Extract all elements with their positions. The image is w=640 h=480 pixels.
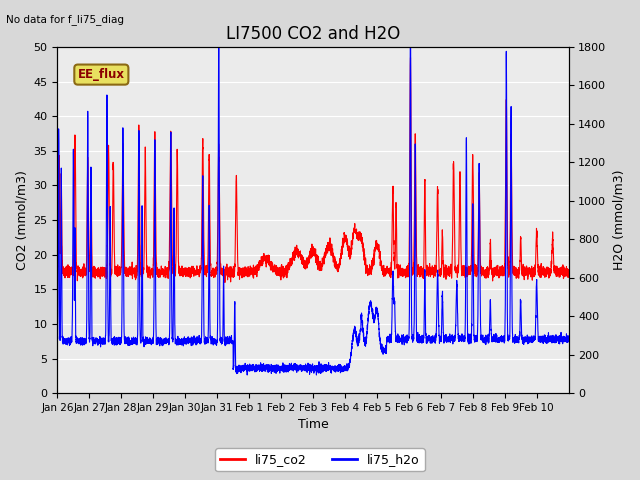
- Line: li75_co2: li75_co2: [58, 58, 568, 283]
- li75_co2: [249, 270, 257, 276]
- li75_co2: [564, 273, 572, 278]
- li75_co2: [406, 55, 414, 60]
- li75_h2o: [406, 25, 414, 31]
- Line: li75_h2o: li75_h2o: [58, 28, 568, 375]
- li75_co2: [54, 270, 61, 276]
- li75_h2o: [54, 337, 61, 343]
- li75_co2: [435, 263, 443, 269]
- Legend: li75_co2, li75_h2o: li75_co2, li75_h2o: [215, 448, 425, 471]
- Y-axis label: H2O (mmol/m3): H2O (mmol/m3): [612, 170, 625, 270]
- li75_co2: [474, 262, 482, 267]
- Y-axis label: CO2 (mmol/m3): CO2 (mmol/m3): [15, 170, 28, 270]
- li75_h2o: [474, 312, 482, 318]
- X-axis label: Time: Time: [298, 419, 328, 432]
- li75_h2o: [564, 335, 572, 340]
- Text: EE_flux: EE_flux: [78, 68, 125, 81]
- li75_co2: [221, 280, 228, 286]
- Text: No data for f_li75_diag: No data for f_li75_diag: [6, 14, 124, 25]
- li75_h2o: [360, 335, 368, 340]
- li75_co2: [386, 274, 394, 279]
- Title: LI7500 CO2 and H2O: LI7500 CO2 and H2O: [226, 24, 400, 43]
- li75_co2: [147, 271, 154, 276]
- li75_h2o: [386, 331, 394, 337]
- li75_h2o: [147, 337, 154, 343]
- li75_h2o: [312, 372, 320, 378]
- li75_co2: [360, 257, 368, 263]
- li75_h2o: [249, 363, 257, 369]
- li75_h2o: [435, 333, 443, 339]
